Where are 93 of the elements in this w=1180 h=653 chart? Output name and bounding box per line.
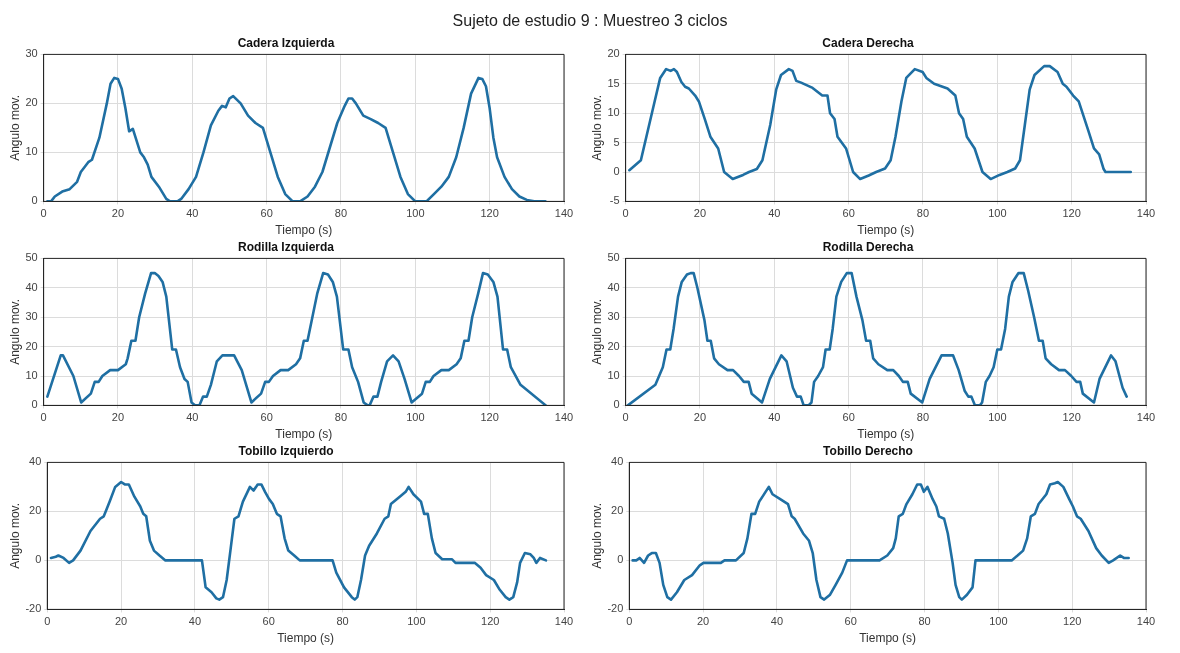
x-tick-label: 0 (626, 615, 633, 628)
y-tick-label: 20 (607, 47, 620, 60)
chart-title: Rodilla Derecha (822, 239, 914, 254)
y-tick-label: 20 (611, 504, 624, 517)
x-tick-label: 80 (916, 207, 930, 220)
x-tick-label: 60 (842, 207, 855, 220)
x-tick-label: 140 (1136, 207, 1156, 220)
x-tick-label: 120 (1062, 411, 1081, 424)
y-tick-label: 10 (607, 369, 620, 382)
x-tick-label: 40 (186, 411, 199, 424)
chart-title: Rodilla Izquierda (237, 239, 335, 254)
x-axis-title: Tiempo (s) (277, 631, 335, 646)
x-tick-label: 20 (693, 207, 707, 220)
y-tick-label: 50 (25, 251, 38, 264)
y-tick-label: -20 (25, 602, 42, 615)
y-tick-label: 30 (25, 47, 38, 60)
y-tick-label: 30 (25, 310, 38, 323)
x-tick-label: 20 (111, 207, 125, 220)
chart-title: Tobillo Izquierdo (238, 443, 334, 458)
x-tick-label: 60 (260, 207, 273, 220)
y-tick-label: 20 (607, 339, 620, 352)
y-tick-label: 40 (29, 455, 42, 468)
x-tick-label: 100 (406, 207, 425, 220)
y-axis-title: Angulo mov. (589, 502, 604, 569)
x-tick-label: 100 (988, 411, 1007, 424)
y-tick-label: 10 (607, 106, 620, 119)
y-tick-label: 0 (35, 553, 42, 566)
x-tick-label: 60 (842, 411, 855, 424)
x-tick-label: 80 (918, 615, 931, 628)
x-tick-label: 120 (480, 411, 499, 424)
x-tick-label: 120 (480, 207, 499, 220)
y-tick-label: 20 (25, 339, 38, 352)
y-tick-label: 20 (25, 96, 38, 109)
y-tick-label: -20 (607, 602, 624, 615)
y-tick-label: 30 (607, 310, 620, 323)
x-tick-label: 60 (844, 615, 857, 628)
x-tick-label: 0 (44, 615, 51, 628)
y-axis-title: Angulo mov. (589, 94, 604, 161)
y-tick-label: 20 (29, 504, 42, 517)
x-tick-label: 20 (693, 411, 707, 424)
x-tick-label: 140 (1136, 411, 1156, 424)
x-tick-label: 20 (114, 615, 128, 628)
y-tick-label: 0 (31, 398, 38, 411)
x-tick-label: 120 (1063, 615, 1082, 628)
x-axis-title: Tiempo (s) (275, 427, 333, 442)
text: Sujeto de estudio 9 : Muestreo 3 ciclos (452, 12, 728, 29)
x-axis-title: Tiempo (s) (275, 223, 333, 238)
y-tick-label: 40 (611, 455, 624, 468)
y-axis-title: Angulo mov. (7, 298, 22, 365)
x-tick-label: 40 (770, 615, 784, 628)
chart-title: Tobillo Derecho (823, 443, 913, 458)
y-tick-label: 5 (613, 135, 620, 148)
x-tick-label: 140 (554, 207, 574, 220)
x-tick-label: 80 (916, 411, 930, 424)
x-tick-label: 140 (554, 411, 574, 424)
y-tick-label: 10 (25, 369, 38, 382)
x-tick-label: 80 (336, 615, 349, 628)
x-tick-label: 40 (768, 207, 781, 220)
x-tick-label: 100 (406, 411, 425, 424)
x-tick-label: 120 (481, 615, 500, 628)
y-axis-title: Angulo mov. (589, 298, 604, 365)
x-tick-label: 40 (188, 615, 202, 628)
x-tick-label: 80 (334, 411, 348, 424)
x-tick-label: 140 (1136, 615, 1156, 628)
chart-title: Cadera Derecha (822, 35, 915, 50)
y-axis-title: Angulo mov. (7, 502, 22, 569)
x-tick-label: 140 (554, 615, 574, 628)
y-tick-label: 0 (31, 194, 38, 207)
y-tick-label: 0 (617, 553, 624, 566)
x-tick-label: 20 (696, 615, 710, 628)
x-axis-title: Tiempo (s) (857, 223, 915, 238)
y-tick-label: 10 (25, 145, 38, 158)
y-tick-label: -5 (609, 194, 620, 207)
x-tick-label: 100 (407, 615, 426, 628)
x-tick-label: 100 (989, 615, 1008, 628)
x-tick-label: 120 (1062, 207, 1081, 220)
y-tick-label: 40 (25, 280, 38, 293)
x-axis-title: Tiempo (s) (857, 427, 915, 442)
x-tick-label: 100 (988, 207, 1007, 220)
y-tick-label: 15 (607, 76, 620, 89)
x-tick-label: 20 (111, 411, 125, 424)
chart-title: Cadera Izquierda (237, 35, 335, 50)
x-axis-title: Tiempo (s) (859, 631, 917, 646)
x-tick-label: 60 (260, 411, 273, 424)
y-tick-label: 50 (607, 251, 620, 264)
x-tick-label: 40 (768, 411, 781, 424)
y-axis-title: Angulo mov. (7, 94, 22, 161)
y-tick-label: 40 (607, 280, 620, 293)
x-tick-label: 40 (186, 207, 199, 220)
y-tick-label: 0 (613, 398, 620, 411)
y-tick-label: 0 (613, 165, 620, 178)
x-tick-label: 80 (334, 207, 348, 220)
x-tick-label: 60 (262, 615, 275, 628)
